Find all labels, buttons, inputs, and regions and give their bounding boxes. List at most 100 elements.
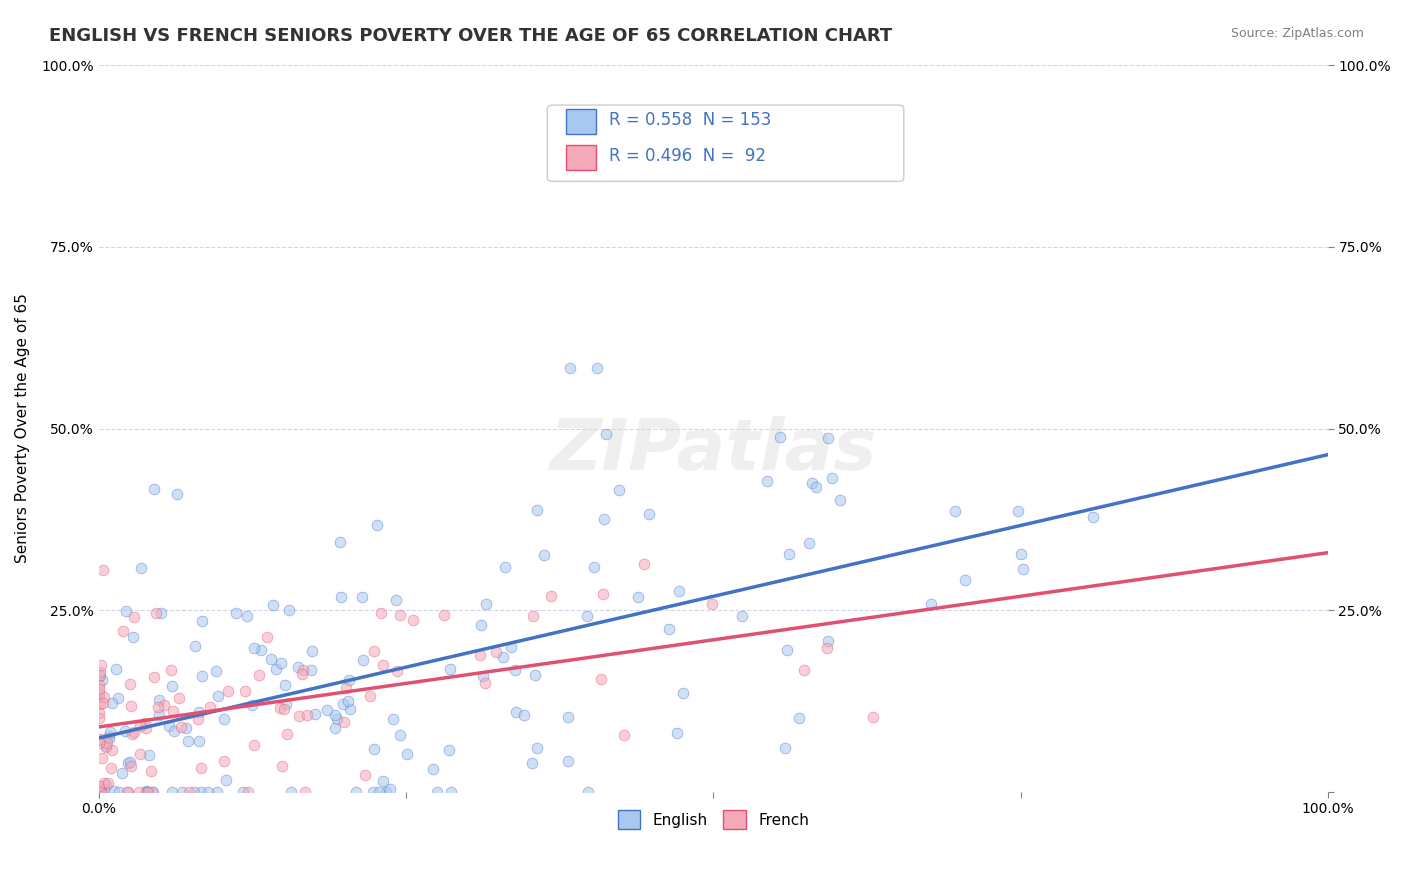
French xyxy=(269,700,291,714)
French xyxy=(89,667,111,681)
French xyxy=(485,644,508,658)
English xyxy=(183,785,205,799)
English xyxy=(270,657,292,671)
French xyxy=(118,677,141,691)
English xyxy=(375,785,398,799)
English xyxy=(437,743,460,757)
English xyxy=(475,597,498,611)
French xyxy=(115,785,138,799)
French xyxy=(236,785,259,799)
English xyxy=(90,785,112,799)
French xyxy=(129,747,152,762)
English xyxy=(301,644,323,658)
English xyxy=(350,590,373,604)
English xyxy=(363,785,385,799)
English xyxy=(138,747,160,762)
English xyxy=(304,707,326,722)
English xyxy=(205,664,228,678)
English xyxy=(756,475,779,489)
Bar xyxy=(565,145,596,170)
English xyxy=(89,732,111,747)
English xyxy=(329,535,352,549)
English xyxy=(821,471,844,485)
English xyxy=(557,755,579,769)
English xyxy=(215,772,238,787)
English xyxy=(107,691,129,706)
French xyxy=(256,630,278,644)
English xyxy=(336,694,359,708)
English xyxy=(114,604,136,618)
English xyxy=(593,511,616,525)
French xyxy=(388,607,411,622)
French xyxy=(273,702,295,716)
English xyxy=(323,721,346,735)
English xyxy=(440,785,463,799)
English xyxy=(214,712,236,726)
English xyxy=(1083,509,1105,524)
Text: ENGLISH VS FRENCH SENIORS POVERTY OVER THE AGE OF 65 CORRELATION CHART: ENGLISH VS FRENCH SENIORS POVERTY OVER T… xyxy=(49,27,893,45)
English xyxy=(775,643,797,657)
English xyxy=(205,785,228,799)
French xyxy=(433,608,456,623)
English xyxy=(117,785,139,799)
French xyxy=(370,607,392,621)
English xyxy=(668,584,690,599)
English xyxy=(190,785,212,799)
French xyxy=(120,698,142,713)
English xyxy=(953,573,976,587)
English xyxy=(188,706,211,720)
English xyxy=(143,483,166,497)
English xyxy=(470,618,492,632)
French xyxy=(124,725,146,739)
French xyxy=(276,727,298,741)
French xyxy=(371,658,394,673)
Bar xyxy=(565,109,596,134)
French xyxy=(402,613,425,627)
French xyxy=(120,759,142,773)
English xyxy=(522,756,544,770)
English xyxy=(316,703,339,717)
French xyxy=(359,689,381,703)
English xyxy=(107,785,129,799)
French xyxy=(89,779,111,793)
English xyxy=(799,536,821,550)
French xyxy=(135,722,157,736)
English xyxy=(103,784,125,798)
English xyxy=(160,785,183,799)
English xyxy=(396,747,419,762)
English xyxy=(638,507,661,521)
French xyxy=(139,764,162,779)
English xyxy=(380,782,402,797)
English xyxy=(96,778,118,792)
English xyxy=(773,741,796,756)
English xyxy=(98,725,121,739)
French xyxy=(89,697,111,711)
English xyxy=(87,690,110,705)
English xyxy=(329,591,352,605)
English xyxy=(117,756,139,770)
English xyxy=(344,785,367,799)
English xyxy=(240,698,263,712)
English xyxy=(804,480,827,494)
English xyxy=(135,784,157,798)
English xyxy=(1010,547,1032,561)
Text: R = 0.496  N =  92: R = 0.496 N = 92 xyxy=(609,147,766,165)
English xyxy=(672,686,695,700)
French xyxy=(101,742,124,756)
English xyxy=(389,728,412,742)
French xyxy=(793,663,815,677)
French xyxy=(136,785,159,799)
French xyxy=(122,609,145,624)
English xyxy=(243,640,266,655)
English xyxy=(607,483,630,497)
English xyxy=(558,361,581,376)
English xyxy=(557,710,579,724)
Text: R = 0.558  N = 153: R = 0.558 N = 153 xyxy=(609,111,770,128)
French xyxy=(143,670,166,684)
English xyxy=(122,630,145,644)
English xyxy=(273,678,295,692)
French xyxy=(474,675,496,690)
French xyxy=(247,668,270,682)
English xyxy=(801,475,824,490)
English xyxy=(299,664,322,678)
